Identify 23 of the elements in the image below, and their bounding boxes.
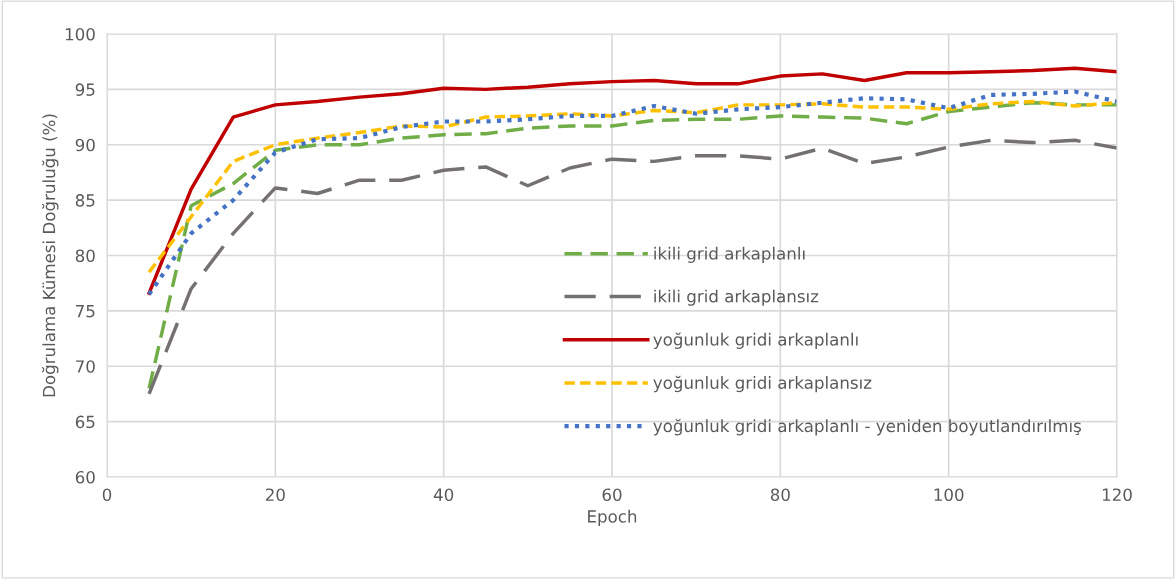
y-tick-label: 85	[75, 194, 95, 207]
x-tick-label: 60	[602, 488, 622, 502]
x-tick-label: 80	[770, 488, 790, 502]
legend-label: yoğunluk gridi arkaplanlı	[653, 332, 858, 349]
y-axis-title: Doğrulama Kümesi Doğruluğu (%)	[41, 114, 59, 397]
y-tick-label: 75	[76, 305, 95, 318]
y-tick-label: 60	[75, 470, 95, 484]
x-tick-label: 0	[102, 488, 112, 502]
y-tick-label: 100	[65, 27, 95, 41]
legend-label: yoğunluk gridi arkaplansız	[653, 375, 872, 393]
y-tick-label: 65	[75, 415, 95, 429]
legend-label: ikili grid arkaplansız	[654, 289, 819, 306]
y-tick-label: 95	[75, 83, 95, 96]
x-tick-label: 40	[433, 488, 454, 502]
legend-label: ikili grid arkaplanlı	[654, 246, 805, 263]
x-tick-label: 20	[265, 488, 285, 502]
x-axis-title: Epoch	[588, 509, 637, 526]
x-tick-label: 100	[934, 488, 964, 502]
x-tick-label: 120	[1102, 488, 1132, 502]
y-tick-label: 70	[76, 360, 95, 373]
y-tick-label: 80	[75, 249, 95, 263]
legend-label: yoğunluk gridi arkaplanlı - yeniden boyutlandırılmış	[653, 418, 1081, 436]
y-tick-label: 90	[75, 138, 95, 152]
